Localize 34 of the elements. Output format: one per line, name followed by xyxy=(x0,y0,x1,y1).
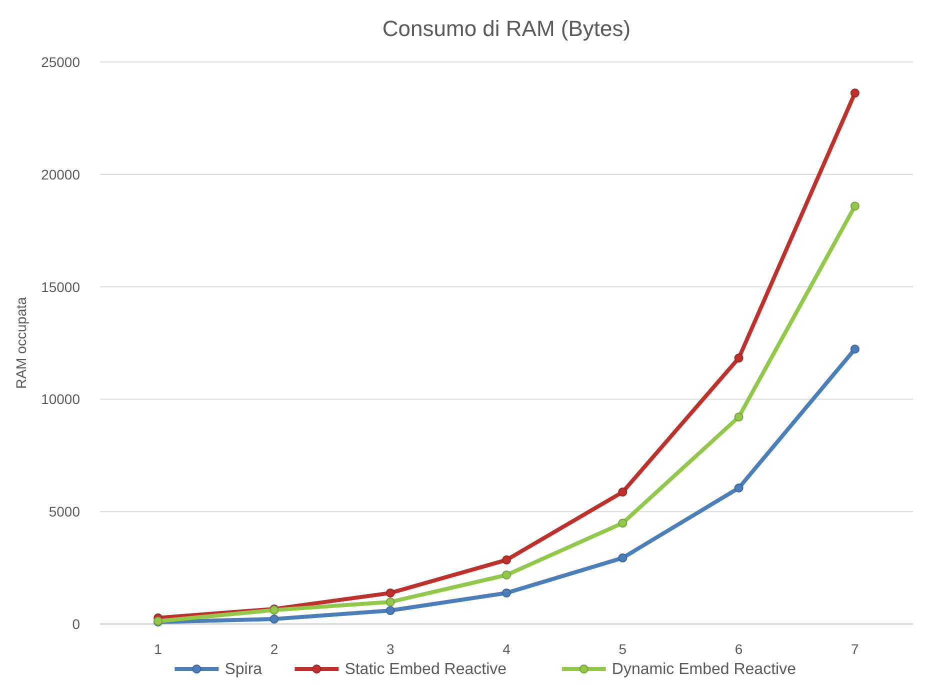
x-tick-label: 2 xyxy=(270,641,278,657)
point xyxy=(270,614,279,624)
point xyxy=(502,555,511,564)
point xyxy=(850,202,860,211)
y-tick-label: 20000 xyxy=(41,166,80,182)
point xyxy=(618,488,628,497)
x-tick-label: 6 xyxy=(734,641,743,657)
y-tick-label: 25000 xyxy=(41,54,80,70)
legend-label: Dynamic Embed Reactive xyxy=(612,661,796,678)
point xyxy=(850,88,860,98)
x-tick-label: 7 xyxy=(851,641,860,657)
y-tick-label: 15000 xyxy=(41,278,80,295)
chart-title: Consumo di RAM (Bytes) xyxy=(382,16,631,41)
point xyxy=(618,553,628,562)
x-tick-label: 1 xyxy=(154,641,162,657)
x-tick-label: 3 xyxy=(386,641,394,657)
y-tick-label: 5000 xyxy=(48,504,80,520)
y-tick-label: 10000 xyxy=(41,391,80,408)
point xyxy=(734,412,744,422)
x-tick-label: 5 xyxy=(618,641,627,657)
point xyxy=(734,354,744,363)
point xyxy=(502,588,511,598)
point xyxy=(618,518,628,528)
x-tick-label: 4 xyxy=(502,641,511,657)
point xyxy=(386,597,395,606)
point xyxy=(734,483,744,492)
y-tick-label: 0 xyxy=(72,616,80,632)
legend-label: Spira xyxy=(224,661,262,678)
point xyxy=(850,344,860,354)
y-axis-title: RAM occupata xyxy=(13,296,29,389)
point xyxy=(502,570,511,580)
point xyxy=(386,588,395,598)
legend-label: Static Embed Reactive xyxy=(344,661,507,678)
point xyxy=(386,606,395,616)
